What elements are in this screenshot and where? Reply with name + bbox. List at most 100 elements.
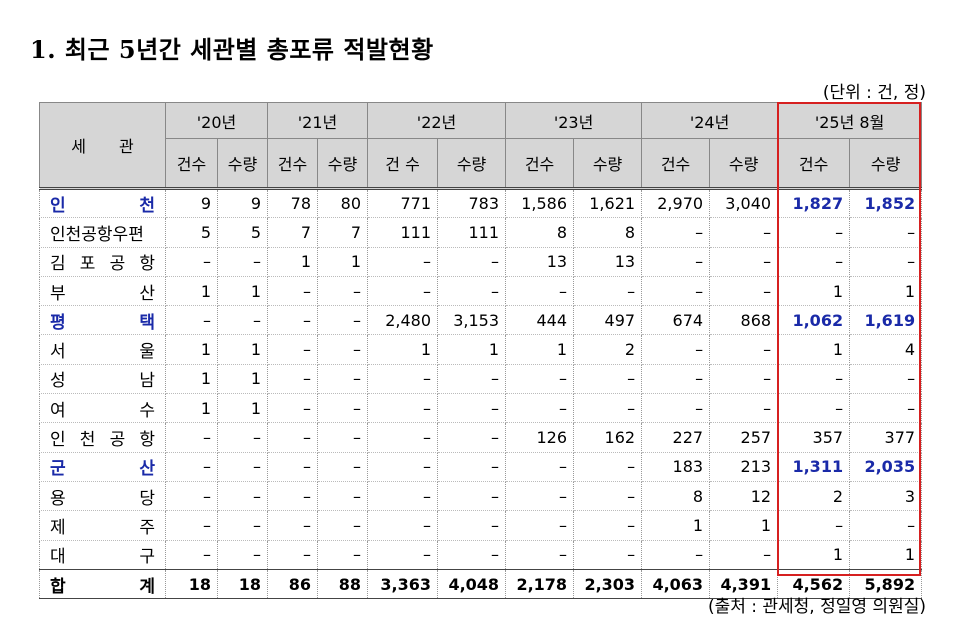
- quantity-cell: –: [317, 393, 369, 424]
- count-cell: 111: [367, 217, 439, 248]
- quantity-cell: 7: [317, 217, 369, 248]
- count-cell: 5: [165, 217, 218, 248]
- count-cell: 2: [777, 481, 851, 512]
- count-cell: 1: [777, 540, 851, 570]
- count-cell: –: [777, 217, 851, 248]
- quantity-cell: –: [849, 510, 923, 541]
- count-cell: 3,363: [367, 568, 439, 600]
- count-cell: –: [267, 334, 319, 365]
- count-cell: 1,062: [777, 305, 851, 336]
- quantity-cell: 3,153: [437, 305, 507, 336]
- quantity-cell: –: [216, 422, 269, 453]
- quantity-cell: 18: [216, 568, 269, 600]
- quantity-cell: –: [317, 452, 369, 482]
- customs-name-cell: 여 수: [39, 393, 166, 424]
- year-header: '23년: [505, 102, 643, 139]
- count-cell: 1,586: [505, 186, 575, 219]
- count-cell: –: [777, 393, 851, 424]
- quantity-cell: –: [709, 540, 779, 570]
- quantity-cell: –: [573, 510, 643, 541]
- count-cell: 1: [777, 276, 851, 307]
- count-cell: 2,480: [367, 305, 439, 336]
- table-header: 세 관 '20년 '21년 '22년 '23년 '24년 '25년 8월 건수 수량 건수 수량…: [39, 102, 923, 189]
- count-cell: –: [641, 334, 711, 365]
- count-cell: –: [267, 364, 319, 395]
- source-note: (출처 : 관세청, 정일영 의원실): [707, 597, 926, 617]
- count-cell: 86: [267, 568, 319, 600]
- quantity-cell: 12: [709, 481, 779, 512]
- quantity-cell: –: [437, 422, 507, 453]
- table-row: 제 주 – – – – – – – –1 1– –: [39, 510, 923, 541]
- count-cell: –: [367, 247, 439, 277]
- quantity-cell: 868: [709, 305, 779, 336]
- count-cell: 8: [641, 481, 711, 512]
- count-cell: 183: [641, 452, 711, 482]
- quantity-cell: –: [437, 276, 507, 307]
- quantity-cell: –: [317, 276, 369, 307]
- quantity-cell: 5: [216, 217, 269, 248]
- customs-name-cell: 성 남: [39, 364, 166, 395]
- count-cell: 1: [165, 334, 218, 365]
- table-row: 여 수 1 1– – – – – – – – – –: [39, 393, 923, 424]
- customs-name-cell: 대 구: [39, 540, 166, 570]
- customs-name-cell: 인 천 공 항: [39, 422, 166, 453]
- quantity-cell: –: [709, 393, 779, 424]
- quantity-cell: –: [437, 452, 507, 482]
- count-cell: –: [165, 540, 218, 570]
- quantity-cell: 2,303: [573, 568, 643, 600]
- quantity-cell: 4,048: [437, 568, 507, 600]
- count-cell: –: [505, 540, 575, 570]
- table-row: 용 당 – – – – – – – –8 12 2 3: [39, 481, 923, 512]
- table-row: 군 산 – – – – – – – –183 213 1,311 2,035: [39, 452, 923, 482]
- count-cell: –: [777, 247, 851, 277]
- count-cell: 1: [505, 334, 575, 365]
- quantity-cell: 1: [317, 247, 369, 277]
- count-cell: –: [367, 422, 439, 453]
- count-cell: –: [165, 305, 218, 336]
- quantity-cell: –: [317, 305, 369, 336]
- quantity-cell: –: [709, 334, 779, 365]
- quantity-cell: 1: [216, 334, 269, 365]
- quantity-cell: 213: [709, 452, 779, 482]
- quantity-cell: –: [437, 247, 507, 277]
- table-row: 인 천 9 9 78 80 771 783 1,586 1,621 2,970 3,040 1,827…: [39, 186, 923, 219]
- quantity-cell: 1,852: [849, 186, 923, 219]
- quantity-cell: –: [849, 364, 923, 395]
- count-cell: –: [367, 510, 439, 541]
- count-cell: –: [505, 481, 575, 512]
- unit-note: (단위 : 건, 정): [822, 83, 926, 103]
- quantity-cell: –: [216, 540, 269, 570]
- year-header: '25년 8월: [777, 102, 923, 139]
- year-header: '22년: [367, 102, 507, 139]
- count-cell: –: [165, 247, 218, 277]
- quantity-cell: 4,391: [709, 568, 779, 600]
- count-cell: –: [267, 422, 319, 453]
- quantity-cell: 1: [437, 334, 507, 365]
- count-cell: –: [367, 393, 439, 424]
- table-row: 김 포 공 항 – –1 1– –13 13– – – –: [39, 247, 923, 277]
- count-cell: –: [165, 422, 218, 453]
- count-cell: 2,178: [505, 568, 575, 600]
- count-subheader: 건 수: [367, 138, 439, 189]
- count-cell: –: [505, 393, 575, 424]
- quantity-cell: 162: [573, 422, 643, 453]
- customs-firearms-table: 세 관 '20년 '21년 '22년 '23년 '24년 '25년 8월 건수 수량 건수 수량…: [39, 102, 923, 600]
- count-cell: –: [267, 305, 319, 336]
- count-cell: –: [641, 393, 711, 424]
- year-header: '20년: [164, 102, 269, 139]
- count-cell: –: [777, 364, 851, 395]
- count-cell: –: [267, 276, 319, 307]
- year-header: '21년: [267, 102, 369, 139]
- quantity-cell: –: [573, 452, 643, 482]
- quantity-cell: –: [216, 247, 269, 277]
- quantity-cell: 783: [437, 186, 507, 219]
- count-cell: –: [267, 393, 319, 424]
- page-title: 1. 최근 5년간 세관별 총포류 적발현황: [30, 35, 434, 64]
- table-row: 평 택 – – – –2,480 3,153 444 497 674 868 1,062 1,619: [39, 305, 923, 336]
- quantity-cell: 497: [573, 305, 643, 336]
- count-cell: 1: [165, 276, 218, 307]
- customs-name-cell: 용 당: [39, 481, 166, 512]
- quantity-cell: –: [216, 452, 269, 482]
- count-cell: –: [267, 481, 319, 512]
- count-cell: –: [505, 452, 575, 482]
